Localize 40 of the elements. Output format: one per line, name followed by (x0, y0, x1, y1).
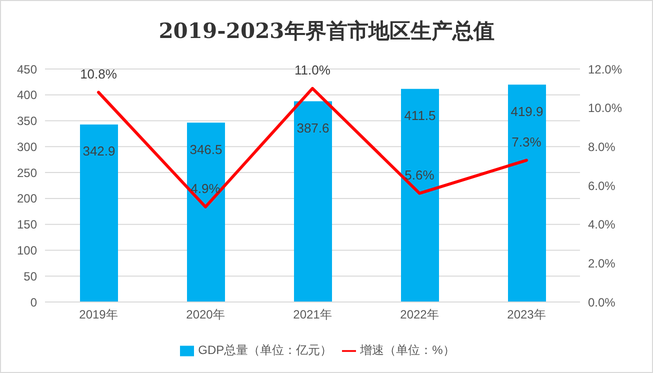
bar (294, 101, 332, 302)
y2-tick-label: 4.0% (588, 218, 616, 232)
y-tick-label: 300 (16, 140, 38, 154)
y-tick-label: 100 (16, 243, 38, 258)
y-tick-label: 250 (16, 166, 38, 180)
x-tick-label: 2020年 (186, 308, 225, 322)
y-tick-label: 400 (16, 88, 38, 102)
y-tick-label: 150 (16, 218, 38, 232)
y2-tick-label: 8.0% (588, 140, 616, 154)
y2-tick-label: 12.0% (588, 62, 622, 76)
data-label: 411.5 (404, 108, 436, 124)
data-label: 346.5 (190, 142, 222, 157)
y2-tick-label: 2.0% (588, 256, 616, 270)
data-label: 419.9 (510, 104, 544, 119)
x-tick-label: 2023年 (507, 308, 546, 322)
data-label: 5.6% (404, 167, 435, 182)
x-tick-label: 2022年 (400, 308, 439, 322)
y-tick-label: 50 (24, 269, 38, 284)
y-tick-label: 350 (16, 114, 38, 128)
bar (187, 122, 225, 302)
chart-title: 2019-2023年界首市地区生产总值 (158, 17, 496, 45)
y-tick-label: 450 (16, 62, 38, 76)
data-label: 7.3% (512, 134, 542, 150)
y-tick-label: 200 (16, 192, 38, 206)
bar (80, 124, 118, 302)
data-label: 11.0% (294, 62, 331, 78)
y2-tick-label: 6.0% (588, 178, 616, 193)
y-tick-label: 0 (30, 295, 38, 310)
legend-label: GDP总量（单位：亿元） (198, 343, 332, 357)
legend-label: 增速（单位：%） (360, 343, 455, 357)
x-tick-label: 2021年 (293, 308, 332, 322)
data-label: 10.8% (80, 66, 118, 82)
y2-tick-label: 10.0% (588, 101, 622, 116)
x-tick-label: 2019年 (79, 308, 118, 322)
bar (508, 84, 546, 302)
data-label: 342.9 (82, 144, 116, 159)
y2-tick-label: 0.0% (588, 295, 616, 310)
data-label: 387.6 (296, 120, 330, 136)
bar (401, 88, 439, 302)
data-label: 4.9% (190, 180, 221, 196)
